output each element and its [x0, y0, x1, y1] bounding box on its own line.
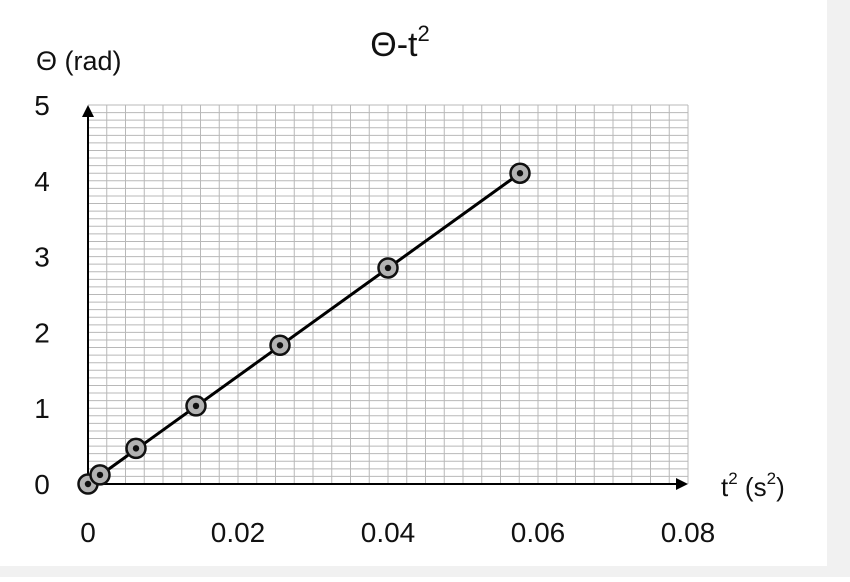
x-tick-label: 0.06 [511, 517, 566, 548]
y-tick-label: 0 [34, 469, 50, 500]
data-point [185, 395, 207, 417]
y-tick-label: 5 [34, 90, 50, 121]
x-tick-label: 0.04 [361, 517, 416, 548]
fit-line [87, 172, 521, 486]
data-points-layer [77, 162, 531, 495]
data-point [125, 437, 147, 460]
x-axis-label-unit-open: (s [738, 472, 767, 502]
x-axis-label-unit-close: ) [776, 472, 785, 502]
y-tick-label: 4 [34, 166, 50, 197]
x-axis-label: t2 (s2) [721, 469, 785, 502]
axes-layer [82, 105, 688, 490]
x-tick-label: 0 [80, 517, 96, 548]
data-point [377, 257, 399, 279]
x-axis-label-t-sup: 2 [728, 469, 737, 488]
x-axis-arrowhead [676, 478, 688, 490]
data-point [89, 464, 111, 486]
data-point-center [516, 170, 524, 177]
data-point-center [84, 480, 92, 488]
chart-title-main: Θ-t [370, 26, 418, 64]
chart-title: Θ-t2 [370, 21, 429, 64]
chart-title-superscript: 2 [417, 21, 429, 46]
x-axis-label-t: t [721, 472, 729, 502]
data-point-center [132, 445, 140, 452]
x-axis-label-unit-sup: 2 [767, 469, 776, 488]
data-point [509, 162, 531, 184]
data-point-center [96, 471, 104, 479]
right-margin-strip [827, 0, 850, 577]
grid-layer [88, 104, 689, 484]
y-axis-arrowhead [82, 105, 94, 117]
data-point-center [276, 342, 284, 349]
x-tick-label: 0.02 [211, 517, 266, 548]
y-tick-label: 1 [34, 393, 50, 424]
data-point-center [192, 402, 200, 410]
data-point [269, 334, 291, 357]
fit-line-layer [87, 172, 521, 486]
data-point-center [384, 264, 392, 272]
y-tick-label: 3 [34, 242, 50, 273]
x-tick-label: 0.08 [661, 517, 716, 548]
tick-labels-layer: 0 0.02 0.04 0.06 0.08 0 1 2 3 4 5 [34, 90, 715, 548]
y-axis-label: Θ (rad) [36, 46, 122, 76]
y-tick-label: 2 [34, 317, 50, 348]
bottom-margin-strip [0, 566, 850, 577]
